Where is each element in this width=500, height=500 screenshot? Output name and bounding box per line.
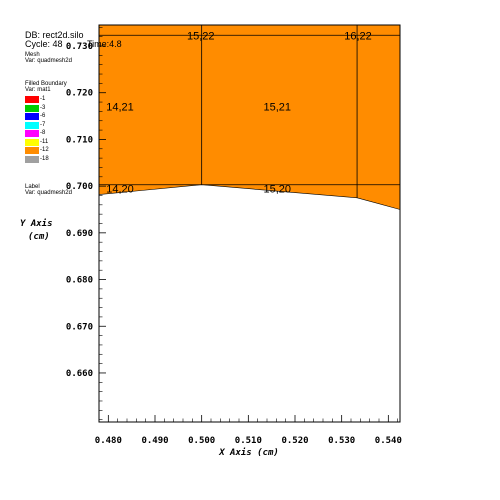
y-tick-label: 0.680 (66, 276, 93, 286)
y-axis-unit: (cm) (28, 232, 50, 242)
y-axis-title: Y Axis (20, 218, 53, 229)
material-label: -7 (40, 121, 46, 128)
label-legend-title: Label (25, 184, 40, 190)
material-label: -3 (40, 104, 46, 111)
y-tick-label: 0.700 (66, 182, 93, 192)
boundary-legend-title: Filled Boundary (25, 81, 67, 87)
boundary-legend-var: Var: mat1 (25, 87, 51, 93)
time-label: Time:4.8 (87, 39, 122, 49)
cell-label: 16,22 (344, 30, 372, 42)
cell-label: 15,20 (264, 183, 292, 195)
cell-label: 14,20 (106, 183, 134, 195)
material-fill-region (99, 25, 400, 210)
x-axis-title: X Axis (cm) (218, 447, 279, 458)
material-swatch (25, 113, 39, 120)
material-swatch (25, 147, 39, 154)
y-tick-label: 0.710 (66, 135, 93, 145)
material-label: -8 (40, 130, 46, 136)
database-label: DB: rect2d.silo (25, 30, 84, 40)
x-tick-label: 0.530 (328, 436, 355, 446)
label-legend-var: Var: quadmesh2d (25, 190, 72, 196)
x-tick-label: 0.510 (235, 436, 262, 446)
mesh-legend-title: Mesh (25, 52, 40, 58)
y-tick-label: 0.720 (66, 89, 93, 99)
x-tick-label: 0.490 (141, 436, 168, 446)
material-swatch (25, 96, 39, 103)
x-tick-label: 0.500 (188, 436, 215, 446)
material-label: -11 (40, 138, 49, 145)
cell-label: 14,21 (106, 102, 134, 114)
x-tick-label: 0.520 (281, 436, 308, 446)
y-tick-label: 0.690 (66, 229, 93, 239)
cell-label: 15,22 (187, 30, 215, 42)
material-swatch (25, 138, 39, 146)
material-swatch (25, 104, 39, 112)
y-tick-label: 0.730 (66, 42, 93, 52)
material-label: -1 (40, 96, 46, 102)
cycle-label: Cycle: 48 (25, 39, 63, 49)
x-tick-label: 0.540 (375, 436, 402, 446)
y-tick-label: 0.670 (66, 322, 93, 332)
mesh-legend-var: Var: quadmesh2d (25, 58, 72, 64)
material-swatch (25, 121, 39, 129)
cell-label: 15,21 (264, 102, 292, 114)
material-swatch (25, 130, 39, 137)
x-tick-label: 0.480 (95, 436, 122, 446)
material-label: -12 (40, 147, 49, 153)
material-swatch (25, 155, 39, 163)
material-label: -6 (40, 113, 46, 119)
material-label: -18 (40, 155, 49, 162)
y-tick-label: 0.660 (66, 369, 93, 379)
mesh-boundary (98, 184, 401, 210)
